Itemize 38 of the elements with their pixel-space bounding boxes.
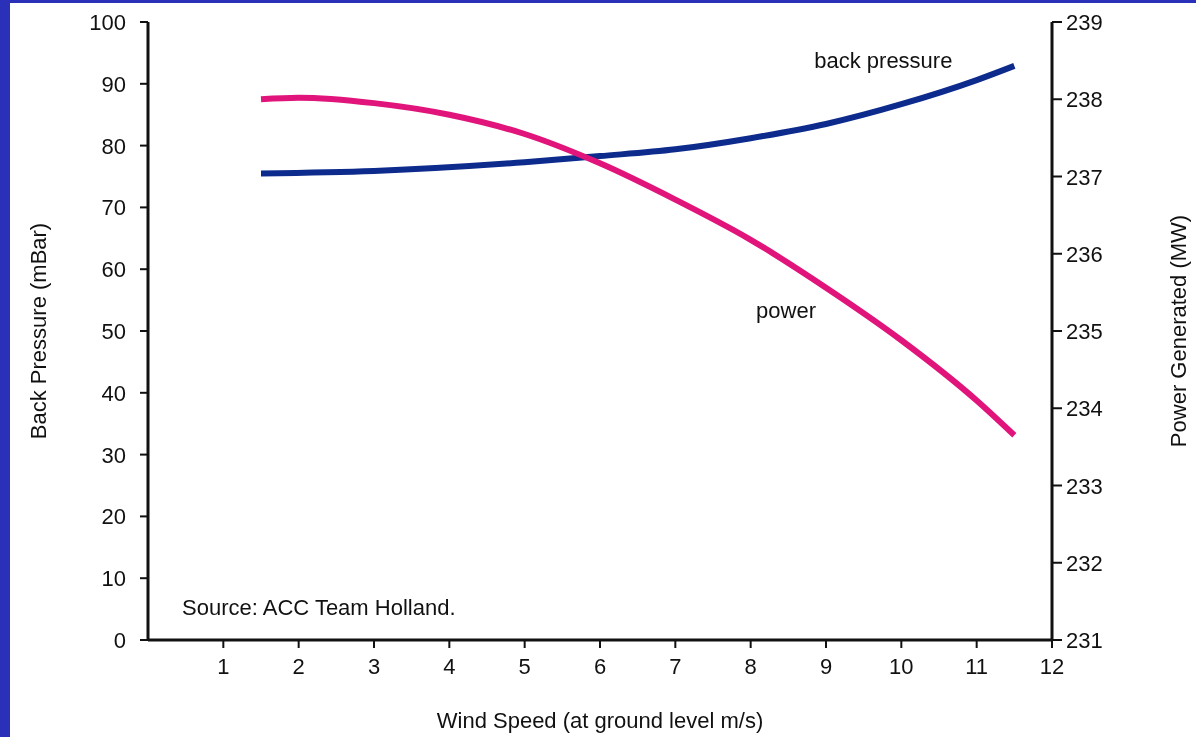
y-tick-label: 50	[101, 319, 126, 344]
y2-tick-label: 231	[1066, 628, 1103, 653]
y2-tick-label: 236	[1066, 241, 1103, 267]
x-tick-label: 3	[367, 654, 381, 679]
x-tick-label: 12	[1039, 654, 1065, 679]
x-tick-label: 1	[217, 654, 230, 679]
y2-tick-label: 238	[1066, 87, 1103, 113]
y2-tick-label: 233	[1066, 473, 1103, 499]
y2-tick-label: 234	[1066, 396, 1103, 422]
y2-tick-label: 239	[1066, 10, 1103, 35]
x-tick-label: 2	[292, 654, 305, 679]
x-tick-label: 7	[669, 654, 682, 679]
x-tick-label: 5	[518, 654, 531, 679]
y-tick-label: 40	[101, 380, 126, 406]
series-label: power	[756, 297, 816, 323]
x-tick-label: 6	[593, 654, 607, 679]
annotation: Source: ACC Team Holland.	[182, 595, 456, 620]
x-tick-label: 11	[965, 654, 989, 679]
y2-axis-title: Power Generated (MW)	[1166, 214, 1191, 448]
y-tick-label: 0	[113, 628, 126, 653]
y2-tick-label: 232	[1066, 550, 1103, 576]
x-tick-label: 10	[889, 654, 914, 679]
y-tick-label: 10	[101, 566, 126, 592]
x-tick-label: 4	[443, 654, 456, 679]
series-label: back pressure	[814, 48, 953, 74]
y2-tick-label: 235	[1066, 319, 1103, 344]
y-axis-title: Back Pressure (mBar)	[26, 222, 51, 440]
y-tick-label: 80	[101, 133, 126, 159]
y-tick-label: 30	[101, 442, 126, 468]
y-tick-label: 60	[101, 257, 126, 283]
y-tick-label: 20	[101, 504, 126, 530]
x-axis-title: Wind Speed (at ground level m/s)	[436, 708, 764, 733]
y-tick-label: 100	[89, 10, 126, 35]
x-tick-label: 8	[744, 654, 757, 679]
y-tick-label: 90	[101, 71, 126, 97]
y-tick-label: 70	[101, 195, 126, 221]
y2-tick-label: 237	[1066, 164, 1103, 190]
x-tick-label: 9	[819, 654, 833, 679]
